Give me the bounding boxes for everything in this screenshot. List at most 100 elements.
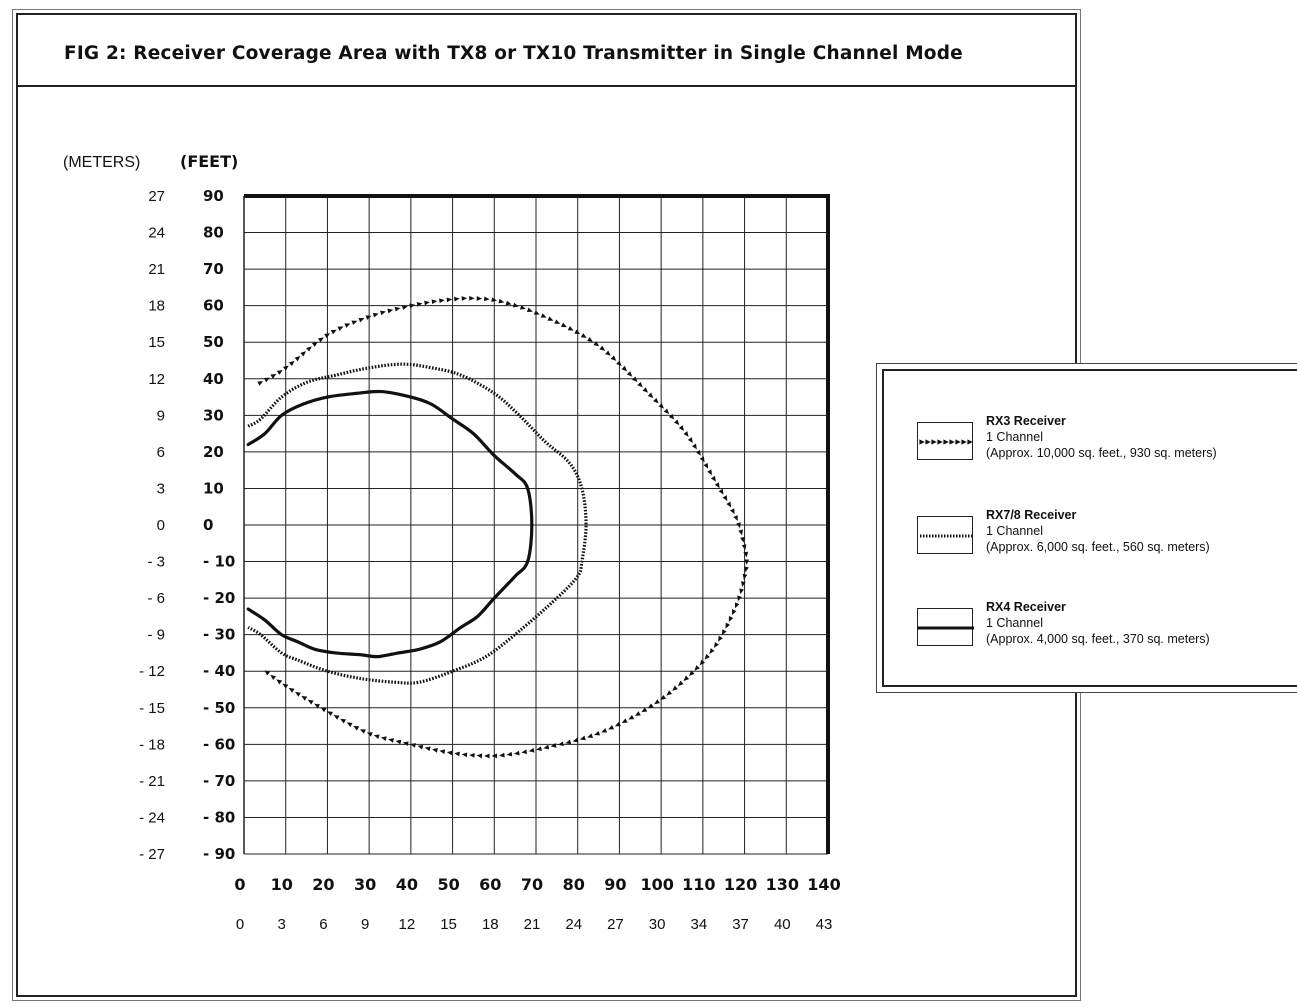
- rx3-marker: [730, 508, 735, 515]
- y-tick-meters: 24: [148, 225, 165, 242]
- rx3-marker: [288, 687, 295, 693]
- rx3-marker: [373, 734, 380, 740]
- figure-title: FIG 2: Receiver Coverage Area with TX8 o…: [64, 43, 963, 64]
- rx3-marker: [276, 369, 283, 375]
- x-tick-meters: 24: [565, 916, 582, 933]
- rx3-marker: [741, 544, 747, 550]
- rx3-marker: [540, 313, 547, 318]
- rx3-marker: [572, 737, 579, 743]
- rx3-marker: [506, 751, 513, 757]
- rx3-marker: [301, 695, 308, 701]
- rx3-marker: [276, 679, 283, 685]
- rx3-marker: [683, 431, 689, 437]
- y-tick-feet: 70: [203, 260, 224, 278]
- x-tick-meters: 15: [440, 916, 457, 933]
- rx3-marker: [528, 747, 535, 753]
- y-tick-meters: - 3: [147, 554, 165, 571]
- y-tick-meters: - 9: [147, 627, 165, 644]
- rx3-marker: [282, 683, 289, 689]
- rx3-marker: [663, 408, 670, 414]
- rx3-marker: [513, 750, 520, 756]
- rx3-marker: [454, 296, 460, 302]
- rx3-marker: [691, 443, 697, 450]
- rx3-marker: [641, 707, 648, 713]
- rx3-marker: [307, 699, 314, 705]
- rx3-marker: [728, 615, 734, 622]
- rx3-marker: [737, 595, 742, 602]
- rx3-marker: [317, 337, 324, 343]
- y-tick-feet: - 60: [203, 735, 235, 753]
- rx3-marker: [439, 749, 446, 755]
- rx3-marker: [567, 325, 574, 331]
- rx3-marker: [353, 725, 360, 731]
- x-tick-meters: 9: [361, 916, 369, 933]
- rx3-marker: [344, 323, 351, 328]
- rx3-marker: [703, 462, 709, 469]
- rx3-marker: [733, 515, 738, 522]
- rx3-marker: [699, 659, 705, 666]
- x-tick-feet: 60: [479, 875, 501, 894]
- x-ticks-meters: 0 3 6 9 12 15 18 21 24 27 30 34 37 40 43: [236, 916, 833, 933]
- y-tick-feet: - 70: [203, 772, 235, 790]
- rx3-marker: [558, 741, 564, 747]
- rx3-marker: [476, 753, 483, 759]
- rx3-marker: [300, 351, 307, 357]
- rx3-marker: [739, 588, 744, 595]
- rx3-marker: [580, 333, 587, 338]
- x-tick-meters: 40: [774, 916, 791, 933]
- x-tick-feet: 0: [234, 875, 245, 894]
- rx3-marker: [543, 744, 550, 750]
- y-tick-feet: 30: [203, 406, 224, 424]
- y-tick-feet: - 10: [203, 553, 235, 571]
- rx3-marker: [327, 711, 334, 717]
- rx3-marker: [461, 752, 468, 758]
- rx3-marker: [594, 730, 601, 736]
- legend-line1: 1 Channel: [986, 430, 1043, 444]
- rx3-marker: [401, 305, 408, 310]
- legend-name: RX4 Receiver: [986, 600, 1066, 614]
- y-tick-feet: - 20: [203, 589, 235, 607]
- rx3-marker: [454, 751, 460, 757]
- y-tick-meters: - 15: [139, 700, 165, 717]
- rx3-marker: [306, 346, 312, 352]
- rx3-marker: [614, 721, 621, 727]
- rx3-marker: [358, 317, 365, 323]
- x-tick-feet: 130: [766, 875, 799, 894]
- y-tick-feet: 0: [203, 516, 213, 534]
- rx3-marker: [672, 685, 678, 691]
- rx3-marker: [461, 296, 468, 301]
- rx3-marker: [402, 741, 409, 747]
- rx3-marker: [521, 749, 528, 755]
- legend-swatch-rx3: [917, 422, 973, 460]
- x-tick-meters: 27: [607, 916, 624, 933]
- x-tick-feet: 90: [604, 875, 626, 894]
- x-tick-feet: 50: [437, 875, 459, 894]
- rx3-marker: [709, 648, 715, 654]
- y-ticks-feet: 90 80 70 60 50 40 30 20 10 0 - 10 - 20 - 30 - 40 - 50 -…: [203, 187, 235, 863]
- rx3-marker: [642, 387, 648, 393]
- legend-swatch-rx4: [917, 608, 974, 646]
- rx3-marker: [498, 298, 505, 304]
- legend-line1: 1 Channel: [986, 616, 1043, 630]
- x-tick-feet: 80: [563, 875, 585, 894]
- x-tick-feet: 10: [271, 875, 293, 894]
- rx3-marker: [469, 752, 475, 758]
- x-tick-feet: 100: [640, 875, 673, 894]
- rx3-marker: [446, 297, 453, 303]
- rx3-marker: [512, 302, 519, 308]
- rx3-marker: [359, 729, 366, 734]
- rx3-marker: [346, 722, 353, 728]
- rx3-marker: [628, 714, 635, 720]
- rx3-marker: [707, 469, 712, 476]
- rx3-marker: [734, 602, 740, 609]
- rx3-marker: [599, 345, 606, 351]
- x-tick-feet: 70: [521, 875, 543, 894]
- rx3-marker: [713, 642, 719, 648]
- rx3-marker: [395, 739, 402, 745]
- y-tick-feet: - 40: [203, 662, 235, 680]
- rx3-marker: [469, 295, 475, 301]
- x-tick-meters: 6: [319, 916, 327, 933]
- y-tick-meters: - 18: [139, 736, 165, 753]
- rx3-marker: [439, 298, 445, 304]
- rx3-marker: [699, 456, 705, 463]
